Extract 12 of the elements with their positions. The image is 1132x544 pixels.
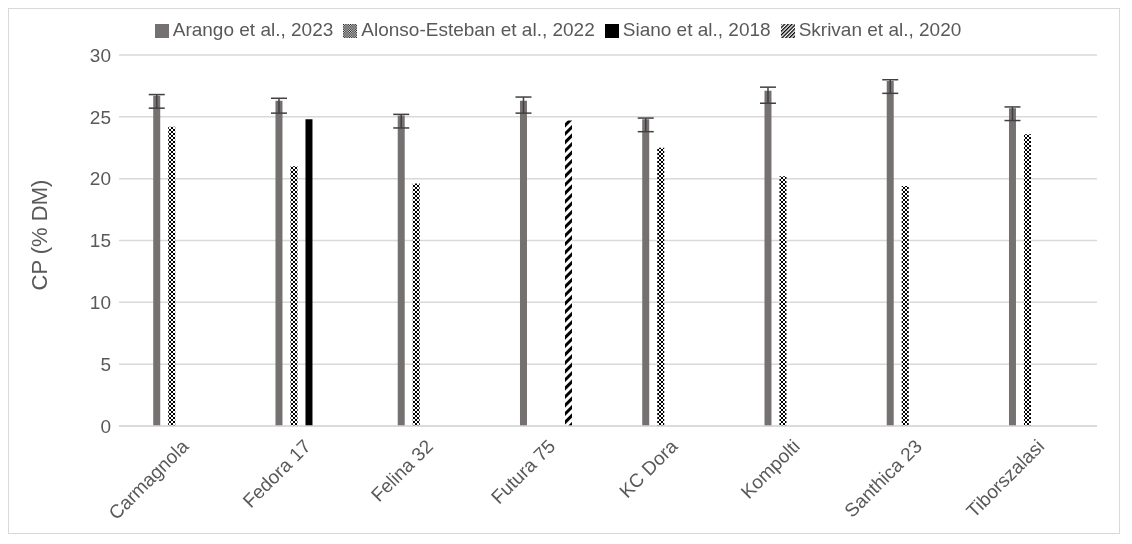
legend-label: Alonso-Esteban et al., 2022 <box>361 19 595 40</box>
legend-label: Skrivan et al., 2020 <box>798 19 962 40</box>
legend-label: Siano et al., 2018 <box>622 19 771 40</box>
y-tick-label: 0 <box>100 415 111 437</box>
legend-label: Arango et al., 2023 <box>172 19 334 40</box>
y-tick-label: 30 <box>89 44 111 66</box>
y-tick-label: 5 <box>100 353 111 375</box>
y-axis-title: CP (% DM) <box>26 179 52 291</box>
y-tick-label: 20 <box>89 168 111 190</box>
y-tick-label: 15 <box>89 230 111 252</box>
y-tick-label: 10 <box>89 292 111 314</box>
y-tick-label: 25 <box>89 106 111 128</box>
